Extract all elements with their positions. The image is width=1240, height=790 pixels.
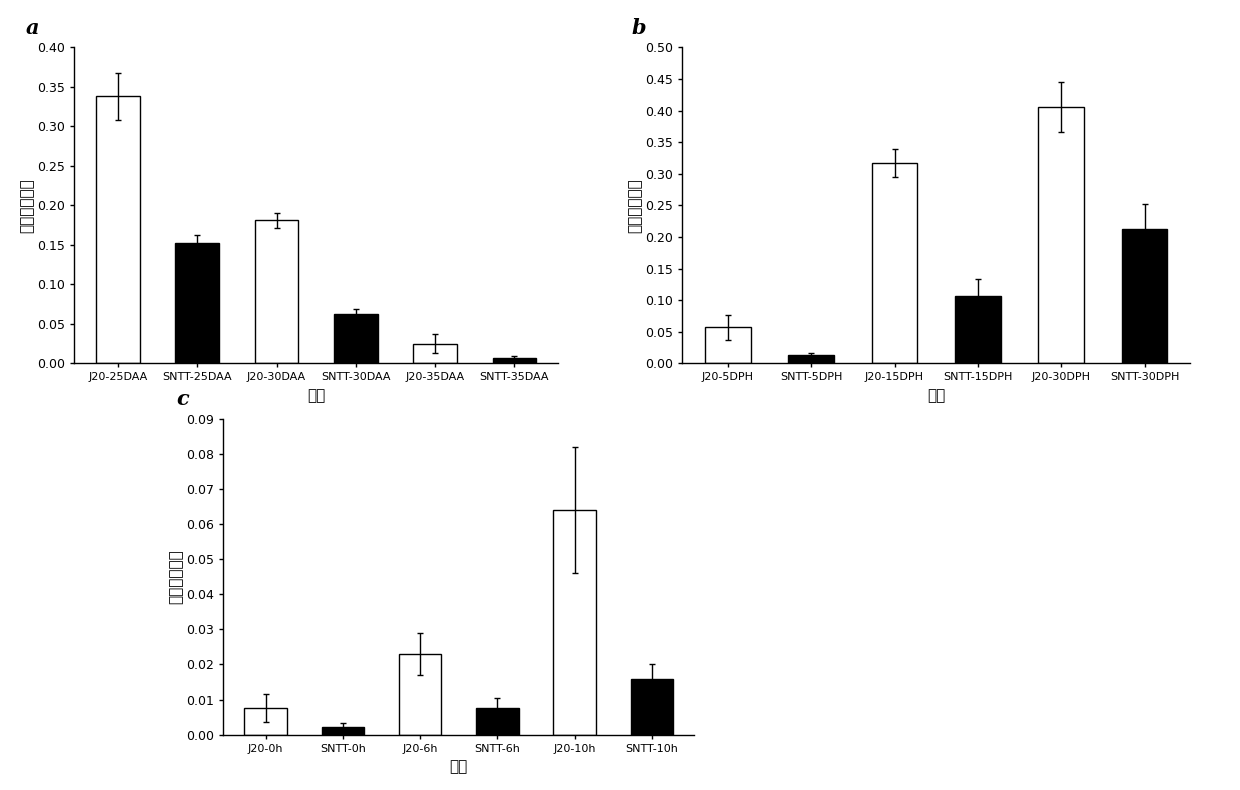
Bar bbox=[789, 356, 835, 363]
Bar bbox=[321, 727, 365, 735]
Bar bbox=[872, 163, 918, 363]
Bar bbox=[1122, 229, 1168, 363]
Text: a: a bbox=[26, 18, 40, 38]
Bar bbox=[413, 344, 456, 363]
Y-axis label: 相对表达水平: 相对表达水平 bbox=[627, 178, 642, 233]
X-axis label: 材料: 材料 bbox=[450, 759, 467, 774]
Bar bbox=[244, 709, 286, 735]
Bar bbox=[254, 220, 299, 363]
Bar bbox=[955, 296, 1001, 363]
X-axis label: 材料: 材料 bbox=[308, 388, 325, 403]
Bar bbox=[553, 510, 596, 735]
Bar bbox=[97, 96, 140, 363]
Bar bbox=[704, 327, 750, 363]
Text: c: c bbox=[176, 389, 188, 409]
Bar bbox=[176, 243, 219, 363]
Bar bbox=[334, 314, 378, 363]
Bar bbox=[1038, 107, 1084, 363]
Bar bbox=[631, 679, 673, 735]
Y-axis label: 相对表达水平: 相对表达水平 bbox=[20, 178, 35, 233]
Text: b: b bbox=[631, 18, 646, 38]
Bar bbox=[399, 654, 441, 735]
Bar bbox=[476, 709, 518, 735]
Bar bbox=[492, 358, 536, 363]
X-axis label: 材料: 材料 bbox=[928, 388, 945, 403]
Y-axis label: 相对表达水平: 相对表达水平 bbox=[169, 549, 184, 604]
